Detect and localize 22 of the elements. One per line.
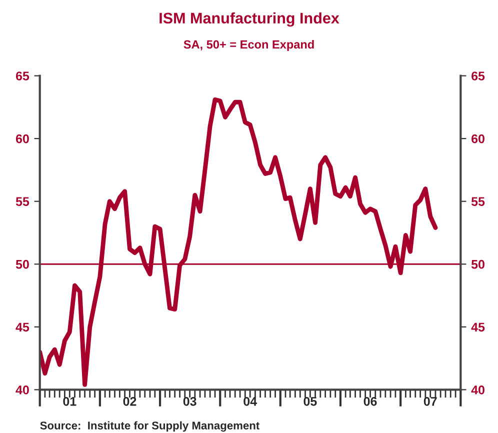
- y2-tick-label: 45: [471, 322, 485, 332]
- x-tick-label: 02: [123, 396, 136, 406]
- y-tick-label: 40: [16, 386, 29, 394]
- x-tick-label: 01: [63, 396, 76, 406]
- y2-tick-label: 40: [471, 386, 484, 394]
- y-tick-label: 55: [16, 197, 30, 206]
- chart-title: ISM Manufacturing Index: [160, 12, 340, 27]
- y-tick-label: 50: [16, 260, 29, 269]
- chart-subtitle: SA, 50+ = Econ Expand: [184, 40, 314, 51]
- y-tick-label: 65: [16, 72, 30, 80]
- x-tick-label: 05: [304, 396, 317, 406]
- x-tick-label: 07: [424, 396, 437, 406]
- y2-tick-label: 50: [471, 260, 484, 269]
- y-tick-label: 60: [16, 134, 29, 144]
- y2-tick-label: 60: [472, 134, 484, 144]
- y2-tick-label: 65: [472, 72, 485, 80]
- x-tick-label: 06: [364, 396, 377, 406]
- x-tick-label: 04: [244, 396, 257, 406]
- x-tick-label: 03: [183, 396, 196, 406]
- source-note: Source: Institute for Supply Management: [40, 421, 260, 432]
- y2-tick-label: 55: [471, 197, 485, 206]
- y-tick-label: 45: [16, 322, 30, 332]
